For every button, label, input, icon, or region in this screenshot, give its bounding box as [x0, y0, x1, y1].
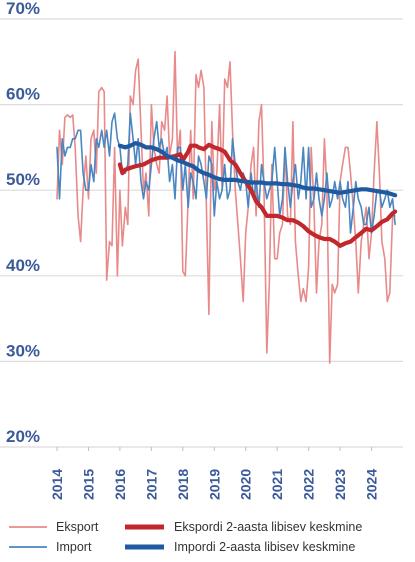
x-tick-label: 2022 — [301, 469, 317, 500]
x-tick-label: 2014 — [49, 469, 65, 500]
y-tick-label: 40% — [6, 256, 40, 275]
y-tick-label: 20% — [6, 427, 40, 446]
x-tick-label: 2021 — [269, 469, 285, 500]
y-tick-label: 30% — [6, 341, 40, 360]
series-import — [56, 112, 396, 234]
y-axis-ticks: 20% 30% 40% 50% 60% 70% — [6, 0, 40, 446]
gridlines — [0, 18, 403, 448]
y-tick-label: 70% — [6, 0, 40, 18]
x-tick-label: 2017 — [143, 469, 159, 500]
series-lines — [56, 50, 398, 364]
x-tick-label: 2023 — [332, 469, 348, 500]
x-tick-label: 2015 — [80, 469, 96, 500]
legend-label-ekspordi-keskmine: Ekspordi 2-aasta libisev keskmine — [174, 520, 362, 534]
x-tick-label: 2020 — [238, 469, 254, 500]
y-tick-label: 60% — [6, 85, 40, 104]
x-tick-label: 2016 — [112, 469, 128, 500]
x-axis-ticks: 2014 2015 2016 2017 2018 2019 2020 2021 2022 2023… — [49, 447, 380, 500]
legend-label-import: Import — [56, 540, 92, 554]
series-eksport — [56, 50, 396, 364]
x-tick-label: 2024 — [364, 469, 380, 500]
series-impordi-keskmine — [117, 141, 398, 198]
legend-label-impordi-keskmine: Impordi 2-aasta libisev keskmine — [174, 540, 355, 554]
legend: Eksport Import Ekspordi 2-aasta libisev … — [9, 520, 362, 554]
y-tick-label: 50% — [6, 170, 40, 189]
legend-label-eksport: Eksport — [56, 520, 99, 534]
x-tick-label: 2018 — [175, 469, 191, 500]
x-tick-label: 2019 — [206, 469, 222, 500]
